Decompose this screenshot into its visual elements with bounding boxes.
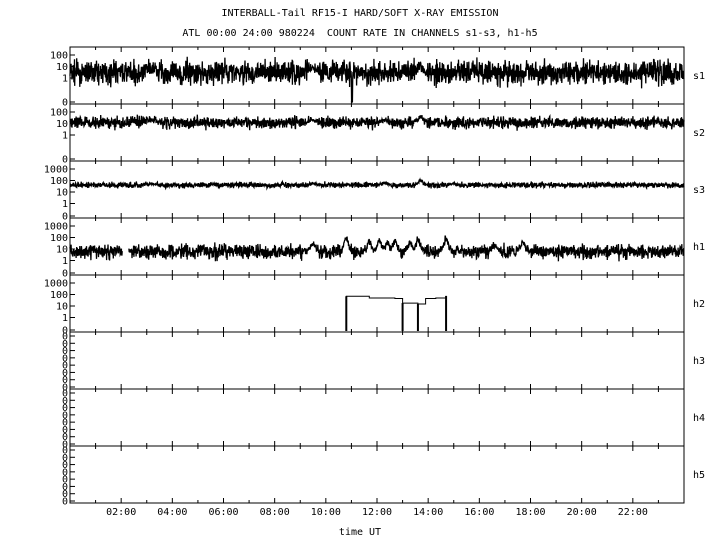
panel-frame-s2 <box>69 103 685 162</box>
y-tick-label-h5: 0 <box>62 453 68 464</box>
chart-subtitle: ATL 00:00 24:00 980224 COUNT RATE IN CHA… <box>182 28 538 39</box>
y-tick-label-h5: 0 <box>62 482 68 493</box>
y-tick-label-s3: 100 <box>50 176 68 187</box>
series-step-h2 <box>345 295 447 331</box>
y-tick-label-h3: 0 <box>62 346 68 357</box>
y-tick-label-s3: 1000 <box>44 165 68 176</box>
x-tick-label: 14:00 <box>413 507 443 518</box>
x-tick-label: 22:00 <box>618 507 648 518</box>
x-tick-label: 10:00 <box>311 507 341 518</box>
y-tick-label-s3: 1 <box>62 199 68 210</box>
panel-frame-h5 <box>69 445 685 504</box>
channel-label-h2: h2 <box>693 299 705 310</box>
channel-label-s1: s1 <box>693 71 705 82</box>
series-line-s1 <box>69 56 685 103</box>
y-tick-label-h3: 0 <box>62 361 68 372</box>
x-tick-label: 18:00 <box>515 507 545 518</box>
y-tick-label-s1: 10 <box>56 62 68 73</box>
y-tick-label-s1: 0 <box>62 98 68 109</box>
y-tick-label-h3: 0 <box>62 375 68 386</box>
chart-title: INTERBALL-Tail RF15-I HARD/SOFT X-RAY EM… <box>221 8 499 19</box>
y-tick-label-h1: 10 <box>56 245 68 256</box>
y-tick-label-h4: 0 <box>62 440 68 451</box>
y-tick-label-h4: 0 <box>62 403 68 414</box>
y-tick-label-h1: 1000 <box>44 222 68 233</box>
panel-frame-h2 <box>69 274 685 333</box>
y-tick-label-h1: 100 <box>50 233 68 244</box>
y-tick-label-h4: 0 <box>62 425 68 436</box>
y-tick-label-s2: 100 <box>50 108 68 119</box>
y-tick-label-h3: 0 <box>62 339 68 350</box>
y-tick-label-s3: 0 <box>62 212 68 223</box>
y-tick-label-h3: 0 <box>62 332 68 343</box>
y-tick-label-h3: 0 <box>62 353 68 364</box>
panel-frame-h4 <box>69 388 685 447</box>
channel-label-h1: h1 <box>693 242 705 253</box>
x-tick-label: 04:00 <box>157 507 187 518</box>
panel-frame-h3 <box>69 331 685 390</box>
y-tick-label-h4: 0 <box>62 396 68 407</box>
y-tick-label-h3: 0 <box>62 383 68 394</box>
y-tick-label-s1: 100 <box>50 51 68 62</box>
y-tick-label-h2: 100 <box>50 290 68 301</box>
x-tick-label: 08:00 <box>260 507 290 518</box>
y-tick-label-s2: 0 <box>62 155 68 166</box>
x-tick-label: 20:00 <box>567 507 597 518</box>
y-tick-label-h1: 1 <box>62 256 68 267</box>
y-tick-label-s2: 10 <box>56 119 68 130</box>
channel-label-h4: h4 <box>693 413 705 424</box>
y-tick-label-h4: 0 <box>62 389 68 400</box>
y-tick-label-h5: 0 <box>62 475 68 486</box>
x-tick-label: 02:00 <box>106 507 136 518</box>
x-tick-label: 16:00 <box>464 507 494 518</box>
y-tick-label-s1: 1 <box>62 74 68 85</box>
channel-label-h3: h3 <box>693 356 705 367</box>
y-tick-label-h5: 0 <box>62 489 68 500</box>
y-tick-label-h4: 0 <box>62 410 68 421</box>
y-tick-label-h1: 0 <box>62 269 68 280</box>
series-line-h1 <box>69 235 685 262</box>
x-tick-label: 12:00 <box>362 507 392 518</box>
y-tick-label-h4: 0 <box>62 418 68 429</box>
x-tick-label: 06:00 <box>208 507 238 518</box>
y-tick-label-h2: 0 <box>62 326 68 337</box>
y-tick-label-h5: 0 <box>62 460 68 471</box>
channel-label-s3: s3 <box>693 185 705 196</box>
series-line-s3 <box>69 177 685 191</box>
y-tick-label-h2: 1 <box>62 313 68 324</box>
panel-frame-s3 <box>69 160 685 219</box>
y-tick-label-h5: 0 <box>62 467 68 478</box>
y-tick-label-h2: 10 <box>56 302 68 313</box>
channel-label-s2: s2 <box>693 128 705 139</box>
y-tick-label-h5: 0 <box>62 446 68 457</box>
y-tick-label-h2: 1000 <box>44 279 68 290</box>
x-axis-label: time UT <box>338 527 382 538</box>
channel-label-h5: h5 <box>693 470 705 481</box>
y-tick-label-h4: 0 <box>62 432 68 443</box>
y-tick-label-s3: 10 <box>56 188 68 199</box>
series-line-s2 <box>69 113 685 131</box>
y-tick-label-h3: 0 <box>62 368 68 379</box>
y-tick-label-h5: 0 <box>62 497 68 508</box>
y-tick-label-s2: 1 <box>62 131 68 142</box>
